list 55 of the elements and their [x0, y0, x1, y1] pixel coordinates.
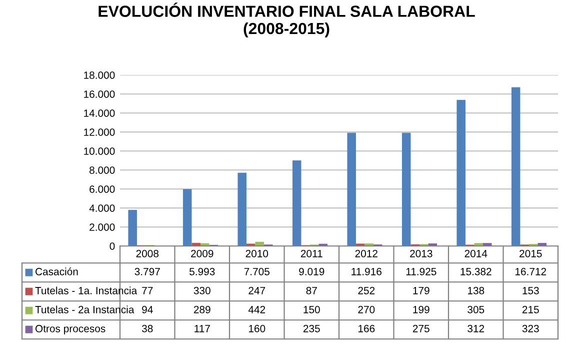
- x-tick-label: 2012: [355, 250, 378, 258]
- data-label: 15.382: [460, 268, 492, 276]
- x-tick-label: 2010: [246, 250, 268, 258]
- x-tick-label: 2014: [464, 250, 488, 258]
- x-tick-label: 2009: [191, 250, 214, 258]
- data-label: 179: [413, 286, 430, 294]
- y-tick-label: 4.000: [89, 204, 115, 212]
- y-tick-label: 14.000: [84, 110, 115, 117]
- data-label: 247: [248, 286, 266, 294]
- x-tick-label: 2013: [410, 250, 432, 258]
- data-label: 442: [248, 306, 266, 314]
- y-tick-label: 2.000: [90, 224, 115, 231]
- data-label: 199: [413, 306, 430, 314]
- data-label: 270: [358, 306, 375, 314]
- legend-label: Casación: [36, 268, 78, 276]
- data-label: 289: [194, 306, 210, 314]
- data-label: 77: [142, 287, 153, 294]
- data-label: 7.705: [244, 268, 270, 276]
- data-label: 150: [304, 306, 320, 314]
- data-label: 138: [468, 286, 484, 294]
- x-tick-label: 2015: [520, 250, 542, 258]
- chart-title: EVOLUCIÓN INVENTARIO FINAL SALA LABORAL (2008-2015): [98, 2, 475, 38]
- data-label: 330: [194, 286, 210, 294]
- data-label: 305: [468, 306, 484, 314]
- data-label: 275: [412, 324, 430, 332]
- data-label: 153: [522, 286, 539, 294]
- data-label: 215: [522, 306, 539, 314]
- data-label: 11.916: [352, 268, 382, 276]
- data-label: 117: [194, 325, 210, 332]
- legend-label: Otros procesos: [35, 324, 106, 334]
- data-label: 312: [468, 324, 484, 332]
- data-label: 38: [142, 324, 153, 332]
- x-tick-label: 2011: [300, 250, 322, 258]
- y-tick-label: 10.000: [84, 148, 115, 155]
- data-label: 94: [142, 306, 153, 314]
- data-label: 235: [303, 324, 320, 332]
- data-label: 87: [306, 286, 317, 294]
- legend-label: Tutelas - 2a Instancia: [35, 306, 134, 314]
- data-label: 160: [248, 324, 266, 332]
- x-tick-label: 2008: [136, 250, 159, 258]
- y-tick-label: 8.000: [90, 166, 115, 174]
- data-label: 5.993: [190, 268, 215, 276]
- data-label: 166: [358, 324, 375, 332]
- legend-label: Tutelas - 1a. Instancia: [35, 286, 138, 294]
- data-label: 3.797: [134, 268, 160, 276]
- data-label: 16.712: [515, 268, 546, 276]
- data-label: 252: [358, 286, 375, 294]
- y-tick-label: 16.000: [84, 90, 115, 98]
- y-tick-label: 0: [110, 242, 115, 250]
- data-label: 11.925: [406, 268, 436, 276]
- data-label: 9.019: [299, 268, 324, 276]
- y-tick-label: 18.000: [84, 72, 115, 79]
- y-tick-label: 12.000: [84, 128, 115, 136]
- y-tick-label: 6.000: [90, 186, 115, 193]
- data-label: 323: [522, 324, 539, 332]
